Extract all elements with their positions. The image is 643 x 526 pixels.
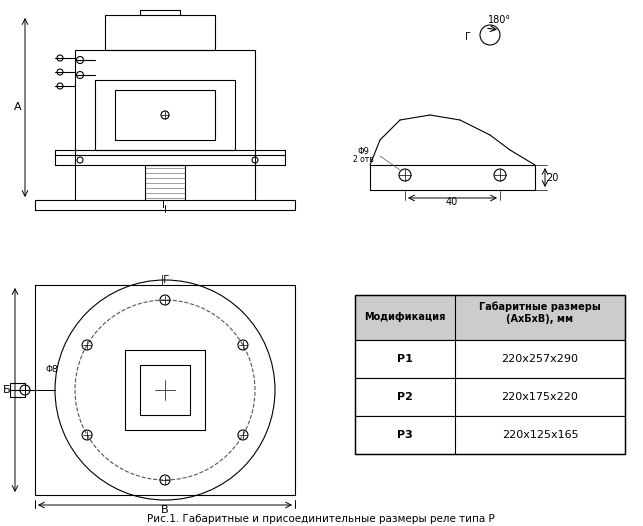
Text: 40: 40: [446, 197, 458, 207]
Text: Б: Б: [3, 385, 10, 395]
Text: Габаритные размеры
(АхБхВ), мм: Габаритные размеры (АхБхВ), мм: [479, 301, 601, 323]
Text: Р2: Р2: [397, 392, 413, 402]
Text: Φ8: Φ8: [46, 366, 59, 375]
Text: Р3: Р3: [397, 430, 413, 440]
Bar: [10, 383, 25, 397]
Bar: [355, 378, 625, 416]
Text: |Г: |Г: [160, 275, 170, 285]
Text: 220х257х290: 220х257х290: [502, 354, 579, 364]
Text: А: А: [14, 102, 22, 112]
Text: 220х125х165: 220х125х165: [502, 430, 578, 440]
Text: 20: 20: [546, 173, 558, 183]
Bar: [355, 416, 625, 454]
Text: Рис.1. Габаритные и присоединительные размеры реле типа Р: Рис.1. Габаритные и присоединительные ра…: [147, 514, 495, 524]
Bar: [355, 340, 625, 378]
Bar: [355, 295, 625, 340]
Bar: [355, 295, 625, 454]
Text: Φ9: Φ9: [357, 147, 369, 157]
Text: Р1: Р1: [397, 354, 413, 364]
Text: 220х175х220: 220х175х220: [502, 392, 579, 402]
Text: В: В: [161, 505, 169, 515]
Text: Модификация: Модификация: [365, 312, 446, 322]
Text: 2 отв: 2 отв: [352, 156, 374, 165]
Text: Г: Г: [465, 32, 471, 42]
Text: 180°: 180°: [489, 15, 512, 25]
Text: Г: Г: [162, 200, 168, 210]
